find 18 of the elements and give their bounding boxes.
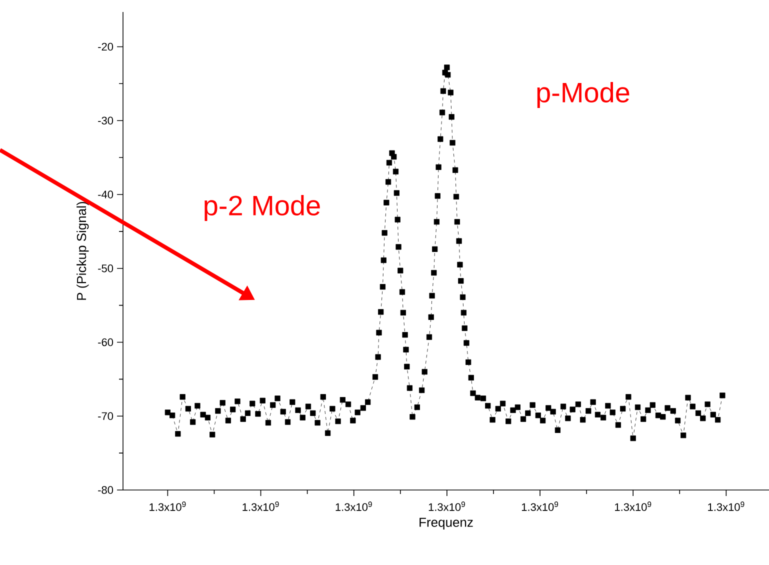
y-tick-label: -50 (98, 264, 114, 272)
x-tick-label: 1.3x10$^{9}$ (708, 502, 744, 511)
y-tick-label: -80 (98, 486, 114, 494)
x-tick-label: 1.3x10$^{9}$ (428, 502, 465, 511)
x-tick-label: 1.3x10$^{9}$ (150, 502, 186, 511)
y-tick-label: -30 (98, 116, 114, 124)
x-tick-label: 1.3x10$^{9}$ (522, 502, 558, 511)
y-tick-label: -20 (98, 42, 114, 51)
annotation: p-2 Mode (204, 194, 320, 222)
annotation: p-Mode (537, 82, 630, 108)
x-tick-label: 1.3x10$^{9}$ (336, 502, 372, 511)
y-axis-title: P (Pickup Signal) (76, 202, 89, 300)
x-tick-label: 1.3x10$^{9}$ (615, 502, 652, 511)
x-axis-title: Frequenz (420, 518, 473, 530)
y-tick-label: -40 (98, 190, 114, 198)
y-tick-label: -60 (98, 338, 114, 346)
x-tick-label: 1.3x10$^{9}$ (242, 502, 279, 511)
y-tick-label: -70 (98, 412, 114, 420)
